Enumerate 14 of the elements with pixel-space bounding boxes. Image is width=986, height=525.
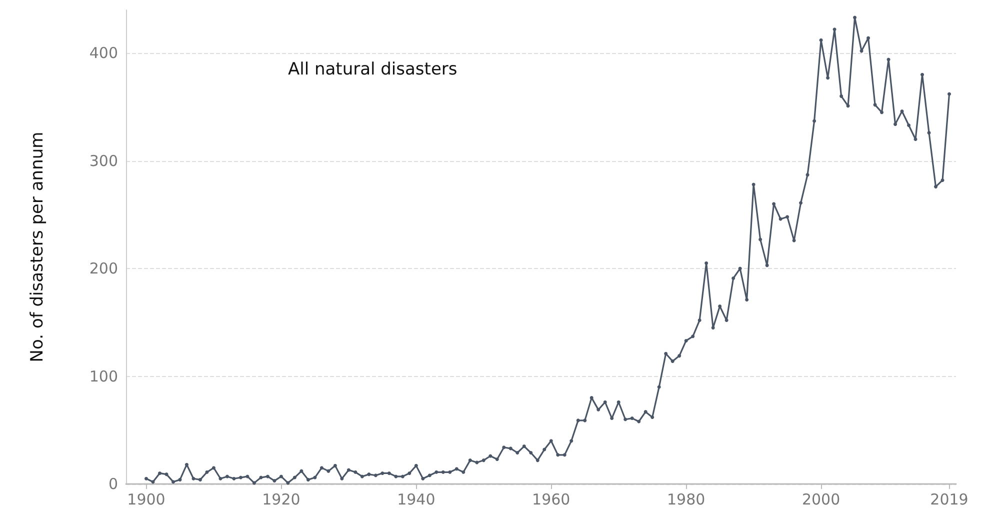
x-tick-label: 1920: [262, 490, 300, 508]
x-tick-label: 2000: [802, 490, 840, 508]
y-tick-label: 200: [89, 260, 118, 278]
x-tick-label: 1960: [532, 490, 570, 508]
x-tick-label: 1940: [397, 490, 436, 508]
x-tick-label: 1980: [666, 490, 706, 508]
x-tick-label: 2019: [930, 490, 968, 508]
text: All natural disasters: [288, 60, 458, 80]
x-tick-label: 1900: [127, 490, 166, 508]
y-axis-title: No. of disasters per annum: [28, 132, 48, 362]
y-tick-label: 300: [89, 152, 118, 170]
y-tick-label: 400: [89, 44, 118, 62]
y-tick-label: 100: [89, 367, 118, 386]
y-tick-label: 0: [108, 475, 118, 493]
